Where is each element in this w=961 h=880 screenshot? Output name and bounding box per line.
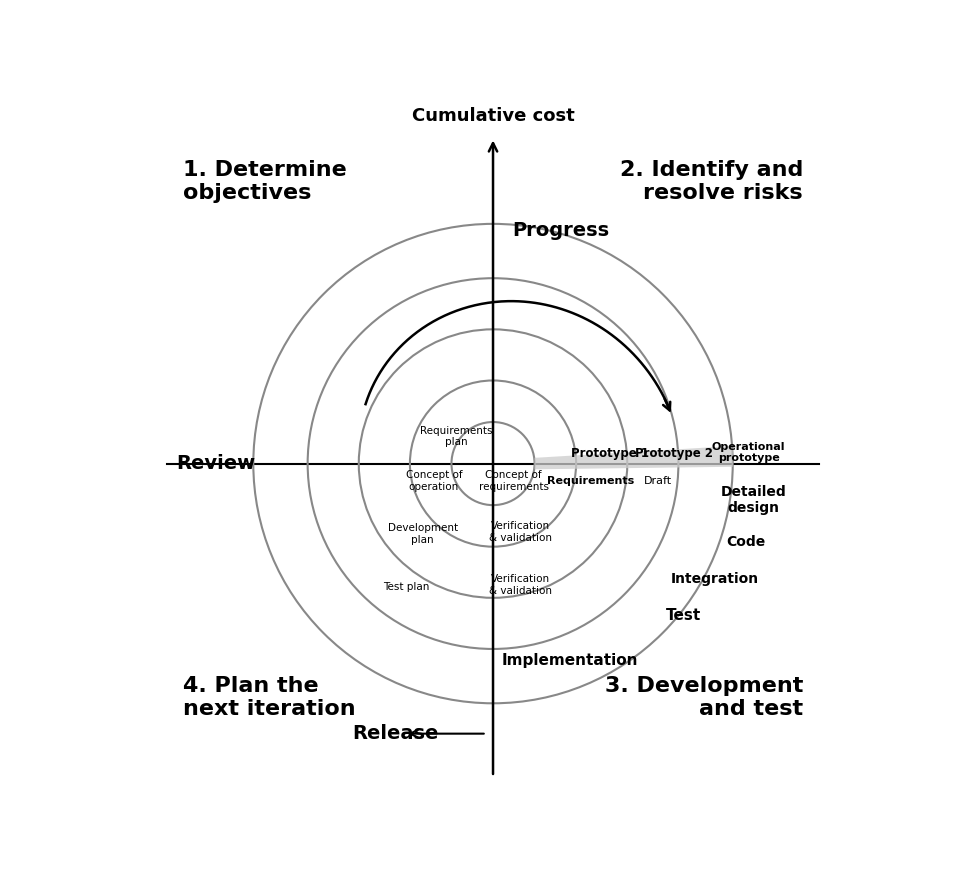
Text: Draft: Draft: [643, 476, 671, 486]
Text: Development
plan: Development plan: [387, 523, 457, 545]
Text: Verification
& validation: Verification & validation: [488, 575, 551, 596]
Text: Cumulative cost: Cumulative cost: [411, 106, 574, 125]
Text: Prototype 1: Prototype 1: [570, 447, 648, 460]
Text: Prototype 2: Prototype 2: [634, 447, 712, 460]
Text: Operational
prototype: Operational prototype: [711, 442, 785, 463]
Text: Test: Test: [665, 608, 701, 623]
Text: Detailed
design: Detailed design: [720, 485, 785, 516]
Text: Requirements: Requirements: [546, 476, 633, 486]
Text: Progress: Progress: [511, 221, 608, 239]
Text: 4. Plan the
next iteration: 4. Plan the next iteration: [183, 676, 356, 719]
Polygon shape: [534, 446, 732, 469]
Text: 1. Determine
objectives: 1. Determine objectives: [183, 160, 346, 203]
Text: Code: Code: [726, 535, 764, 549]
Text: Verification
& validation: Verification & validation: [488, 522, 551, 543]
Text: Review: Review: [177, 454, 256, 473]
Text: 3. Development
and test: 3. Development and test: [604, 676, 802, 719]
Text: 2. Identify and
resolve risks: 2. Identify and resolve risks: [619, 160, 802, 203]
Text: Requirements
plan: Requirements plan: [420, 426, 492, 447]
Text: Integration: Integration: [671, 572, 758, 586]
Text: Implementation: Implementation: [501, 653, 637, 668]
Text: Concept of
operation: Concept of operation: [406, 470, 461, 492]
Text: Release: Release: [352, 724, 438, 743]
Text: Concept of
requirements: Concept of requirements: [479, 470, 548, 492]
Text: Test plan: Test plan: [383, 582, 430, 591]
